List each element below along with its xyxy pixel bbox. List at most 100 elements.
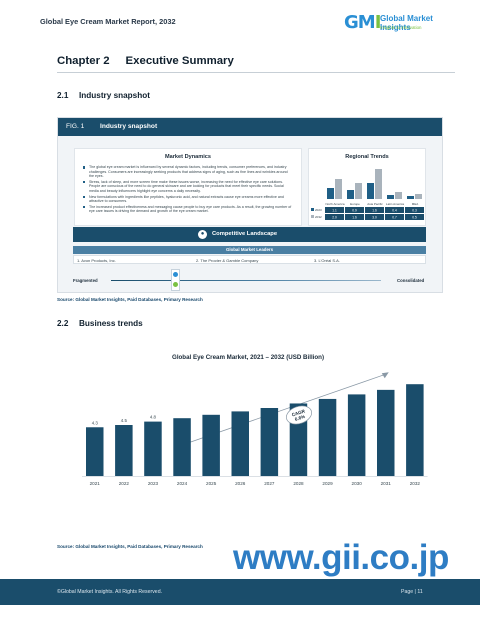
page-footer: ©Global Market Insights. All Rights Rese… xyxy=(0,579,480,605)
global-leaders-bar: Global Market Leaders xyxy=(73,246,426,254)
figure-title: Industry snapshot xyxy=(100,123,158,130)
region-label: Latin America xyxy=(386,202,405,206)
section-heading: 2.2 Business trends xyxy=(57,319,143,328)
scale-line xyxy=(111,279,381,282)
chapter-divider xyxy=(57,72,455,73)
x-tick-label: 2026 xyxy=(235,481,246,486)
leader-item: 2. The Procter & Gamble Company xyxy=(196,257,259,263)
legend-swatch-2032 xyxy=(311,215,314,218)
x-tick-label: 2023 xyxy=(148,481,159,486)
row-2032-cell xyxy=(385,214,404,220)
x-tick-label: 2032 xyxy=(410,481,421,486)
chart-bar xyxy=(231,411,249,476)
leader-item: 3. L'Oréal S.A. xyxy=(314,257,340,263)
row-2032-cell xyxy=(405,214,424,220)
region-label: Europe xyxy=(350,202,360,206)
data-label: 4.3 xyxy=(92,420,99,425)
x-tick-label: 2027 xyxy=(264,481,275,486)
row-2023-value: 0.3 xyxy=(412,208,417,212)
row-2023-cell xyxy=(405,207,424,213)
row-2023-cell xyxy=(325,207,344,213)
list-item: Stress, lack of sleep, and more screen t… xyxy=(83,180,293,194)
x-tick-label: 2024 xyxy=(177,481,188,486)
cagr-badge xyxy=(286,405,312,425)
watermark: www.gii.co.jp xyxy=(233,538,449,577)
legend-swatch-2023 xyxy=(311,208,314,211)
chart-bar xyxy=(115,425,133,476)
bar-2032 xyxy=(335,179,342,199)
x-tick-label: 2022 xyxy=(119,481,130,486)
logo-name: Global Market Insights xyxy=(380,14,433,32)
row-2032-value: 2.0 xyxy=(332,215,337,219)
scale-right-label: Consolidated xyxy=(397,277,425,283)
regional-trends-title: Regional Trends xyxy=(345,154,389,160)
chart-bar xyxy=(318,398,337,476)
chart-bar xyxy=(173,418,191,476)
cagr-arrowhead xyxy=(381,372,389,379)
chart-bar xyxy=(202,414,220,476)
bar-2032 xyxy=(355,183,362,199)
x-tick-label: 2031 xyxy=(381,481,392,486)
row-2032-value: 3.0 xyxy=(372,215,377,219)
row-2032-value: 1.6 xyxy=(352,215,357,219)
region-label: Asia Pacific xyxy=(367,202,383,206)
global-leaders-label: Global Market Leaders xyxy=(225,247,274,253)
chart-bar xyxy=(86,427,104,476)
bar-2032 xyxy=(375,169,382,199)
chart-bar xyxy=(347,394,366,476)
figure-title-bar: FIG. 1 Industry snapshot xyxy=(58,118,442,136)
list-item: The global eye cream market is influence… xyxy=(83,165,293,179)
row-2023-value: 1.6 xyxy=(372,208,377,212)
market-dynamics-panel: Market Dynamics The global eye cream mar… xyxy=(74,148,302,226)
bar-2032 xyxy=(415,194,422,199)
leader-item: 1. Avon Products, Inc. xyxy=(77,257,116,263)
regional-trends-panel: Regional Trends North America 1.1 2.0 Europ… xyxy=(308,148,426,226)
bar-2023 xyxy=(327,188,334,199)
row-2032-cell xyxy=(325,214,344,220)
figure-label: FIG. 1 xyxy=(66,123,85,130)
regional-trends-chart: North America 1.1 2.0 Europe 0.9 1.6 Asia Paci… xyxy=(311,169,424,220)
data-label: 4.5 xyxy=(121,418,128,423)
gmi-logo: GMI Global Market Insights Insights to I… xyxy=(344,12,444,36)
chart-bar xyxy=(260,408,279,476)
chapter-number: Chapter 2 xyxy=(57,55,110,67)
chart-bar xyxy=(377,389,395,476)
list-item: New formulations with ingredients like p… xyxy=(83,195,293,204)
row-2032-value: 0.5 xyxy=(412,215,417,219)
concentration-scale: Fragmented Consolidated xyxy=(73,269,426,291)
list-item: The increased product effectiveness and … xyxy=(83,205,293,214)
scale-marker xyxy=(171,269,180,291)
market-dynamics-title: Market Dynamics xyxy=(164,154,211,160)
page-header: Global Eye Cream Market Report, 2032 GMI… xyxy=(0,0,480,42)
leaders-row: 1. Avon Products, Inc. 2. The Procter & … xyxy=(73,255,426,264)
competitive-landscape-bar: ● Competitive Landscape xyxy=(73,227,426,242)
row-2023-cell xyxy=(385,207,404,213)
competitive-landscape-label: Competitive Landscape xyxy=(212,231,278,237)
chart-bar xyxy=(406,384,424,476)
row-2023-value: 0.9 xyxy=(352,208,357,212)
region-label: North America xyxy=(325,202,344,206)
x-tick-label: 2028 xyxy=(293,481,304,486)
row-2023-value: 0.4 xyxy=(392,208,397,212)
bar-2023 xyxy=(347,190,354,199)
chapter-title: Executive Summary xyxy=(125,55,234,67)
page-number: Page | 11 xyxy=(401,589,423,595)
x-tick-label: 2021 xyxy=(90,481,101,486)
legend-label-2032: 2032 xyxy=(315,215,322,219)
copyright: ©Global Market Insights. All Rights Rese… xyxy=(57,589,163,595)
logo-mark: GMI xyxy=(344,12,381,33)
section-heading: 2.1 Industry snapshot xyxy=(57,91,150,100)
figure-source: Source: Global Market Insights, Paid Dat… xyxy=(57,297,203,302)
region-label: MEA xyxy=(412,202,419,206)
cagr-label: CAGR xyxy=(291,408,306,417)
x-tick-label: 2029 xyxy=(322,481,333,486)
bar-2023 xyxy=(387,195,394,199)
x-tick-label: 2030 xyxy=(352,481,363,486)
bar-2023 xyxy=(407,196,414,199)
row-2032-cell xyxy=(345,214,364,220)
scale-left-label: Fragmented xyxy=(73,277,98,283)
legend-label-2023: 2023 xyxy=(315,208,322,212)
row-2032-value: 0.7 xyxy=(392,215,397,219)
logo-tagline: Insights to Innovation xyxy=(380,25,422,30)
